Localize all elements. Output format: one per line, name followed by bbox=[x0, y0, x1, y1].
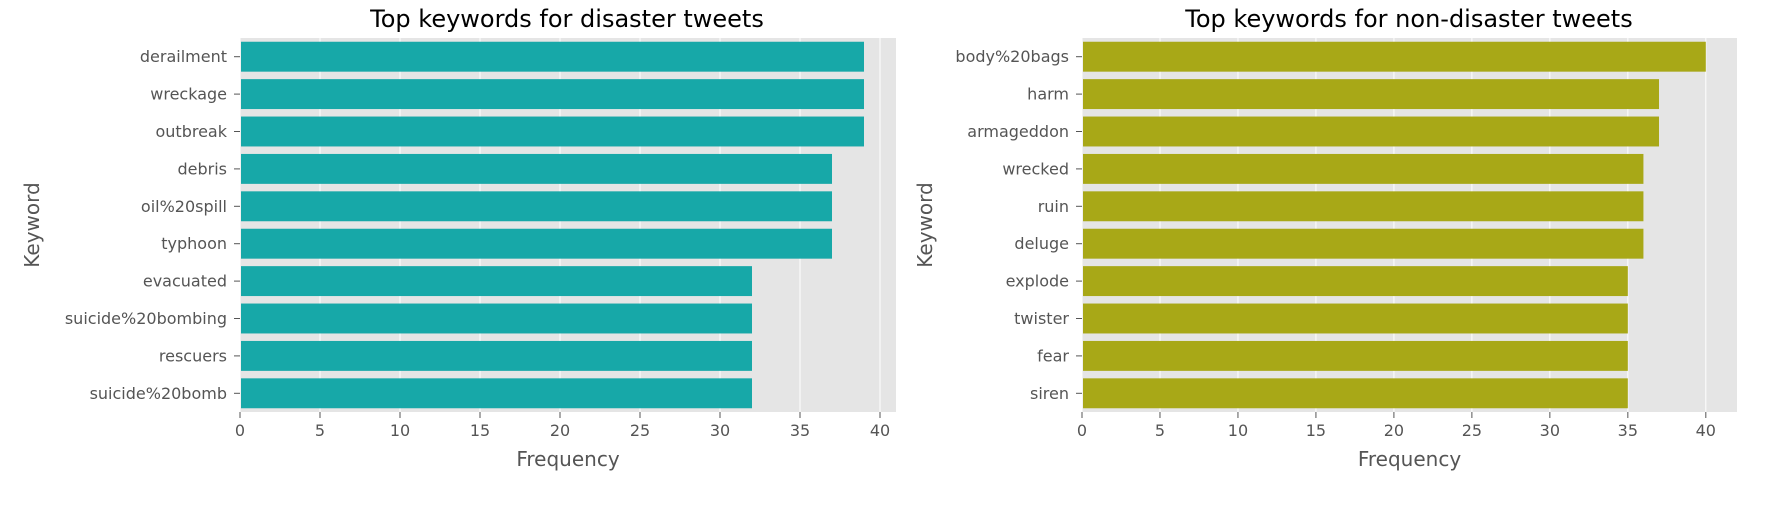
x-tick-label: 15 bbox=[1306, 421, 1326, 440]
x-tick-label: 0 bbox=[235, 421, 245, 440]
x-tick-label: 10 bbox=[390, 421, 410, 440]
bar bbox=[241, 378, 752, 409]
y-tick-label: suicide%20bomb bbox=[90, 384, 227, 403]
y-axis-label: Keyword bbox=[913, 182, 937, 267]
bar bbox=[241, 116, 864, 147]
x-tick-label: 40 bbox=[870, 421, 890, 440]
bar bbox=[241, 153, 832, 184]
x-axis-label: Frequency bbox=[516, 447, 619, 471]
x-tick-label: 40 bbox=[1696, 421, 1716, 440]
bar bbox=[241, 266, 752, 297]
bar bbox=[1083, 79, 1660, 110]
bar bbox=[1083, 378, 1628, 409]
x-tick-label: 5 bbox=[1155, 421, 1165, 440]
y-tick-label: twister bbox=[1014, 309, 1069, 328]
y-tick-label: explode bbox=[1006, 272, 1069, 291]
x-tick-label: 30 bbox=[1540, 421, 1560, 440]
bar bbox=[241, 41, 864, 72]
y-tick-label: derailment bbox=[140, 47, 227, 66]
y-tick-label: wrecked bbox=[1002, 159, 1069, 178]
y-axis-label: Keyword bbox=[20, 182, 44, 267]
y-tick-label: outbreak bbox=[156, 122, 228, 141]
x-tick-label: 0 bbox=[1077, 421, 1087, 440]
x-tick-label: 10 bbox=[1228, 421, 1248, 440]
bar bbox=[1083, 41, 1706, 72]
y-tick-label: deluge bbox=[1014, 234, 1069, 253]
x-tick-label: 35 bbox=[790, 421, 810, 440]
bar bbox=[1083, 228, 1644, 259]
y-tick-label: oil%20spill bbox=[141, 197, 227, 216]
y-tick-label: body%20bags bbox=[955, 47, 1069, 66]
bar bbox=[1083, 340, 1628, 371]
chart-title: Top keywords for disaster tweets bbox=[369, 5, 764, 33]
bar bbox=[241, 79, 864, 110]
y-tick-label: harm bbox=[1027, 85, 1069, 104]
bar bbox=[1083, 153, 1644, 184]
y-tick-label: evacuated bbox=[143, 272, 227, 291]
x-tick-label: 25 bbox=[1462, 421, 1482, 440]
x-tick-label: 30 bbox=[710, 421, 730, 440]
bar bbox=[241, 228, 832, 259]
bar bbox=[241, 340, 752, 371]
chart-disaster-keywords: derailment wreckage outbreak debris oil%20sp… bbox=[20, 5, 896, 471]
x-tick-label: 5 bbox=[315, 421, 325, 440]
y-tick-label: armageddon bbox=[967, 122, 1069, 141]
bar bbox=[1083, 303, 1628, 334]
bar bbox=[241, 191, 832, 222]
x-tick-label: 15 bbox=[470, 421, 490, 440]
bar bbox=[241, 303, 752, 334]
y-tick-label: fear bbox=[1037, 346, 1069, 365]
y-tick-label: ruin bbox=[1038, 197, 1069, 216]
x-axis-label: Frequency bbox=[1358, 447, 1461, 471]
x-tick-label: 35 bbox=[1618, 421, 1638, 440]
chart-title: Top keywords for non-disaster tweets bbox=[1184, 5, 1632, 33]
y-tick-label: siren bbox=[1030, 384, 1069, 403]
y-tick-label: suicide%20bombing bbox=[65, 309, 227, 328]
bar bbox=[1083, 191, 1644, 222]
y-tick-label: typhoon bbox=[161, 234, 227, 253]
y-tick-label: wreckage bbox=[150, 85, 227, 104]
bar bbox=[1083, 266, 1628, 297]
bar bbox=[1083, 116, 1660, 147]
y-tick-label: rescuers bbox=[159, 346, 227, 365]
x-tick-label: 20 bbox=[1384, 421, 1404, 440]
x-tick-label: 25 bbox=[630, 421, 650, 440]
y-tick-label: debris bbox=[177, 159, 227, 178]
x-tick-label: 20 bbox=[550, 421, 570, 440]
chart-non-disaster-keywords: body%20bags harm armageddon wrecked ruin delu… bbox=[913, 5, 1737, 471]
